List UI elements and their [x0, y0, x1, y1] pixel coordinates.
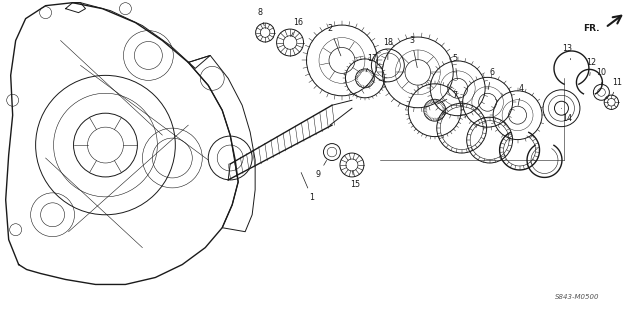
- Text: 4: 4: [518, 84, 524, 106]
- Text: 3: 3: [410, 36, 417, 68]
- Text: 7: 7: [437, 91, 457, 104]
- Text: 11: 11: [612, 78, 622, 96]
- Text: 16: 16: [291, 18, 303, 36]
- Text: 10: 10: [596, 68, 606, 85]
- Text: 15: 15: [350, 171, 360, 189]
- Text: 8: 8: [258, 8, 264, 26]
- Text: 13: 13: [563, 44, 572, 60]
- Text: 14: 14: [561, 108, 572, 123]
- Text: 12: 12: [586, 58, 596, 76]
- Text: 2: 2: [328, 24, 341, 56]
- Text: FR.: FR.: [583, 24, 600, 33]
- Text: 6: 6: [488, 68, 494, 90]
- Text: 18: 18: [383, 38, 393, 60]
- Text: 1: 1: [301, 172, 314, 202]
- Text: 5: 5: [452, 54, 458, 80]
- Text: 17: 17: [366, 54, 377, 72]
- Text: S843-M0500: S843-M0500: [554, 294, 599, 300]
- Text: 9: 9: [316, 160, 326, 180]
